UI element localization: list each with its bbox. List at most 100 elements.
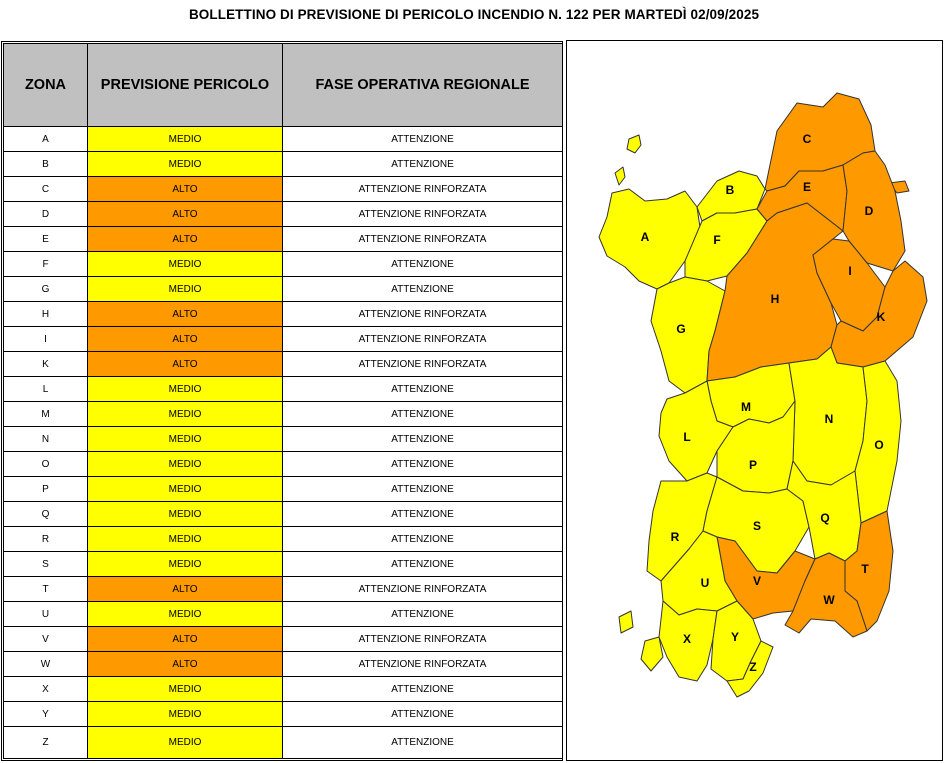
fase-cell: ATTENZIONE <box>282 126 563 152</box>
table-row: G MEDIO ATTENZIONE <box>3 276 563 302</box>
fase-cell: ATTENZIONE <box>282 551 563 577</box>
map-label-t: T <box>861 562 869 576</box>
fase-cell: ATTENZIONE <box>282 726 563 759</box>
map-label-e: E <box>803 180 811 194</box>
map-zone-w <box>784 552 868 638</box>
zona-cell: T <box>3 576 88 602</box>
map-zone-a <box>598 188 703 290</box>
fase-cell: ATTENZIONE <box>282 476 563 502</box>
bulletin-title: BOLLETTINO DI PREVISIONE DI PERICOLO INC… <box>188 7 760 22</box>
previsione-cell: MEDIO <box>87 601 283 627</box>
map-label-p: P <box>749 458 757 472</box>
zona-cell: D <box>3 201 88 227</box>
previsione-cell: MEDIO <box>87 126 283 152</box>
map-label-i: I <box>848 264 851 278</box>
table-row: I ALTO ATTENZIONE RINFORZATA <box>3 326 563 352</box>
map-label-h: H <box>771 292 780 306</box>
table-row: R MEDIO ATTENZIONE <box>3 526 563 552</box>
header-zona: ZONA <box>3 43 88 127</box>
zona-cell: M <box>3 401 88 427</box>
table-row: B MEDIO ATTENZIONE <box>3 151 563 177</box>
sardinia-map-frame: A B C D E F G H I K L M N O P Q R S T U V W X Y Z <box>566 40 943 761</box>
fase-cell: ATTENZIONE RINFORZATA <box>282 201 563 227</box>
previsione-cell: MEDIO <box>87 401 283 427</box>
fase-cell: ATTENZIONE <box>282 601 563 627</box>
table-row: A MEDIO ATTENZIONE <box>3 126 563 152</box>
table-row: H ALTO ATTENZIONE RINFORZATA <box>3 301 563 327</box>
previsione-cell: ALTO <box>87 626 283 652</box>
zona-cell: B <box>3 151 88 177</box>
map-label-w: W <box>823 593 835 607</box>
fase-cell: ATTENZIONE <box>282 401 563 427</box>
table-header-row: ZONA PREVISIONE PERICOLO FASE OPERATIVA … <box>3 43 563 127</box>
zona-cell: A <box>3 126 88 152</box>
zona-cell: C <box>3 176 88 202</box>
map-label-q: Q <box>820 511 829 525</box>
table-row: C ALTO ATTENZIONE RINFORZATA <box>3 176 563 202</box>
zona-cell: N <box>3 426 88 452</box>
table-row: F MEDIO ATTENZIONE <box>3 251 563 277</box>
sardinia-zone-map: A B C D E F G H I K L M N O P Q R S T U V W X Y Z <box>598 92 928 698</box>
map-label-o: O <box>874 438 883 452</box>
zona-cell: X <box>3 676 88 702</box>
zona-cell: S <box>3 551 88 577</box>
zona-cell: V <box>3 626 88 652</box>
map-label-c: C <box>803 132 812 146</box>
zona-cell: L <box>3 376 88 402</box>
map-zone-x <box>640 636 664 672</box>
map-label-d: D <box>865 204 874 218</box>
map-label-s: S <box>753 519 761 533</box>
table-row: P MEDIO ATTENZIONE <box>3 476 563 502</box>
table-row: Z MEDIO ATTENZIONE <box>3 726 563 759</box>
previsione-cell: MEDIO <box>87 701 283 727</box>
table-row: O MEDIO ATTENZIONE <box>3 451 563 477</box>
previsione-cell: ALTO <box>87 351 283 377</box>
map-label-m: M <box>741 400 751 414</box>
fase-cell: ATTENZIONE RINFORZATA <box>282 351 563 377</box>
header-previsione-pericolo: PREVISIONE PERICOLO <box>87 43 283 127</box>
table-body: A MEDIO ATTENZIONE B MEDIO ATTENZIONE C ALTO ATT… <box>3 126 563 759</box>
table-row: T ALTO ATTENZIONE RINFORZATA <box>3 576 563 602</box>
header-fase-operativa: FASE OPERATIVA REGIONALE <box>282 43 563 127</box>
fase-cell: ATTENZIONE RINFORZATA <box>282 626 563 652</box>
map-label-v: V <box>753 574 761 588</box>
fase-cell: ATTENZIONE RINFORZATA <box>282 226 563 252</box>
previsione-cell: MEDIO <box>87 376 283 402</box>
map-label-u: U <box>701 576 710 590</box>
zona-cell: Y <box>3 701 88 727</box>
fase-cell: ATTENZIONE <box>282 451 563 477</box>
previsione-cell: MEDIO <box>87 426 283 452</box>
previsione-cell: MEDIO <box>87 501 283 527</box>
map-label-b: B <box>726 183 735 197</box>
fase-cell: ATTENZIONE <box>282 251 563 277</box>
table-row: W ALTO ATTENZIONE RINFORZATA <box>3 651 563 677</box>
table-row: U MEDIO ATTENZIONE <box>3 601 563 627</box>
previsione-cell: ALTO <box>87 226 283 252</box>
previsione-cell: MEDIO <box>87 726 283 759</box>
risk-table: ZONA PREVISIONE PERICOLO FASE OPERATIVA … <box>3 43 563 759</box>
table-row: N MEDIO ATTENZIONE <box>3 426 563 452</box>
table-row: V ALTO ATTENZIONE RINFORZATA <box>3 626 563 652</box>
table-row: K ALTO ATTENZIONE RINFORZATA <box>3 351 563 377</box>
map-label-l: L <box>683 430 690 444</box>
zona-cell: W <box>3 651 88 677</box>
previsione-cell: MEDIO <box>87 476 283 502</box>
table-row: D ALTO ATTENZIONE RINFORZATA <box>3 201 563 227</box>
map-zone-h <box>706 202 844 382</box>
fase-cell: ATTENZIONE <box>282 376 563 402</box>
zona-cell: R <box>3 526 88 552</box>
fase-cell: ATTENZIONE <box>282 151 563 177</box>
previsione-cell: MEDIO <box>87 676 283 702</box>
previsione-cell: MEDIO <box>87 526 283 552</box>
table-row: Q MEDIO ATTENZIONE <box>3 501 563 527</box>
fase-cell: ATTENZIONE <box>282 501 563 527</box>
previsione-cell: MEDIO <box>87 451 283 477</box>
previsione-cell: ALTO <box>87 326 283 352</box>
map-label-x: X <box>683 632 691 646</box>
fase-cell: ATTENZIONE RINFORZATA <box>282 576 563 602</box>
map-zone-z <box>726 640 774 698</box>
previsione-cell: MEDIO <box>87 551 283 577</box>
map-zone-x <box>618 610 634 634</box>
previsione-cell: ALTO <box>87 576 283 602</box>
previsione-cell: MEDIO <box>87 151 283 177</box>
